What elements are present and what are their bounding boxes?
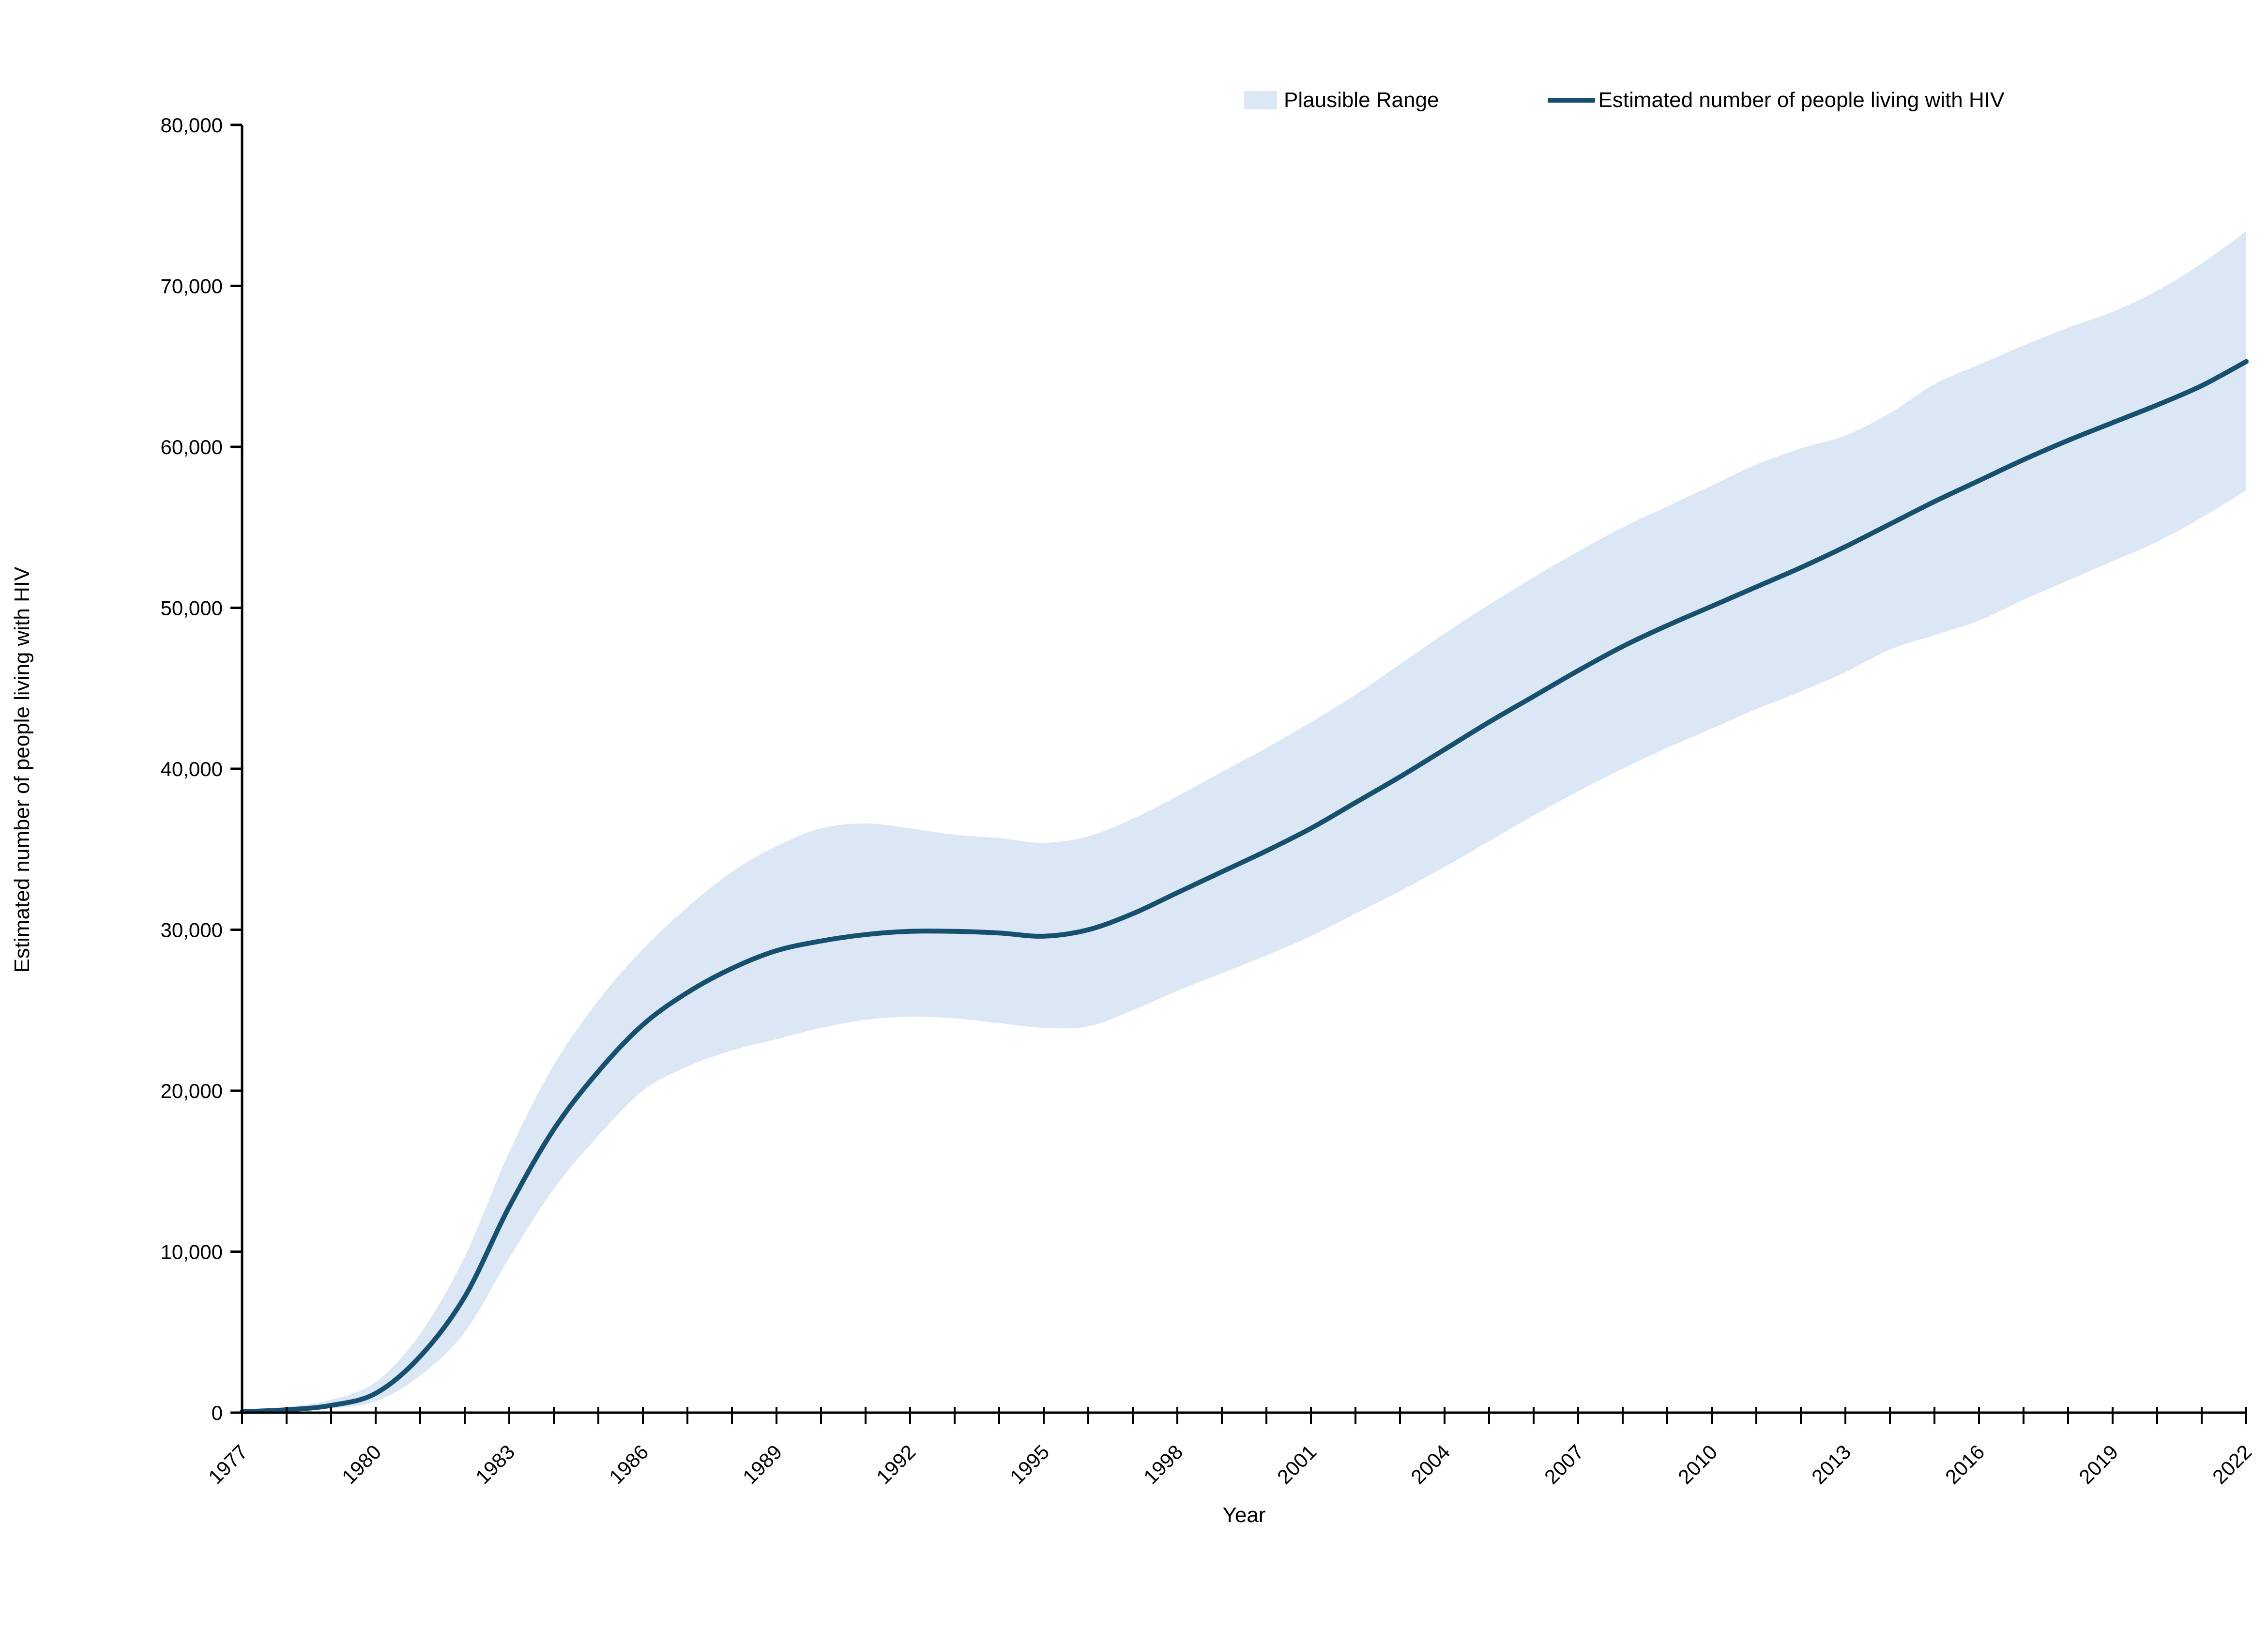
x-tick-label: 1998 — [1139, 1440, 1187, 1488]
y-tick-label: 50,000 — [161, 597, 223, 620]
legend-label-estimate-line: Estimated number of people living with H… — [1598, 88, 2005, 112]
x-tick-label: 2004 — [1406, 1440, 1454, 1488]
x-tick-label: 2019 — [2074, 1440, 2122, 1488]
x-tick-label: 1977 — [204, 1440, 252, 1488]
legend-label-plausible-range: Plausible Range — [1284, 88, 1439, 112]
y-tick-label: 80,000 — [161, 114, 223, 137]
legend: Plausible Range Estimated number of peop… — [1244, 90, 2004, 111]
legend-item-estimate-line: Estimated number of people living with H… — [1548, 90, 2004, 111]
y-tick-label: 40,000 — [161, 758, 223, 780]
x-tick-label: 1995 — [1005, 1440, 1053, 1488]
x-axis-title: Year — [1222, 1503, 1266, 1527]
band-swatch — [1244, 91, 1277, 109]
y-tick-label: 60,000 — [161, 436, 223, 458]
x-tick-label: 1992 — [872, 1440, 920, 1488]
plausible-range-band — [242, 231, 2246, 1413]
y-tick-label: 20,000 — [161, 1080, 223, 1102]
x-tick-label: 2013 — [1807, 1440, 1855, 1488]
y-tick-label: 30,000 — [161, 919, 223, 942]
x-tick-label: 2016 — [1941, 1440, 1989, 1488]
y-tick-label: 0 — [212, 1402, 223, 1424]
x-tick-label: 1989 — [738, 1440, 786, 1488]
x-tick-label: 2001 — [1273, 1440, 1321, 1488]
x-tick-label: 2010 — [1674, 1440, 1721, 1488]
x-tick-label: 1986 — [605, 1440, 653, 1488]
y-tick-label: 70,000 — [161, 275, 223, 298]
estimate-line — [240, 359, 2249, 1414]
y-tick-label: 10,000 — [161, 1241, 223, 1264]
x-tick-label: 2022 — [2208, 1440, 2256, 1488]
line-swatch — [1548, 98, 1596, 103]
legend-item-plausible-range: Plausible Range — [1244, 90, 1439, 111]
x-tick-label: 1983 — [471, 1440, 519, 1488]
x-tick-label: 1980 — [337, 1440, 385, 1488]
x-tick-label: 2007 — [1540, 1440, 1588, 1488]
